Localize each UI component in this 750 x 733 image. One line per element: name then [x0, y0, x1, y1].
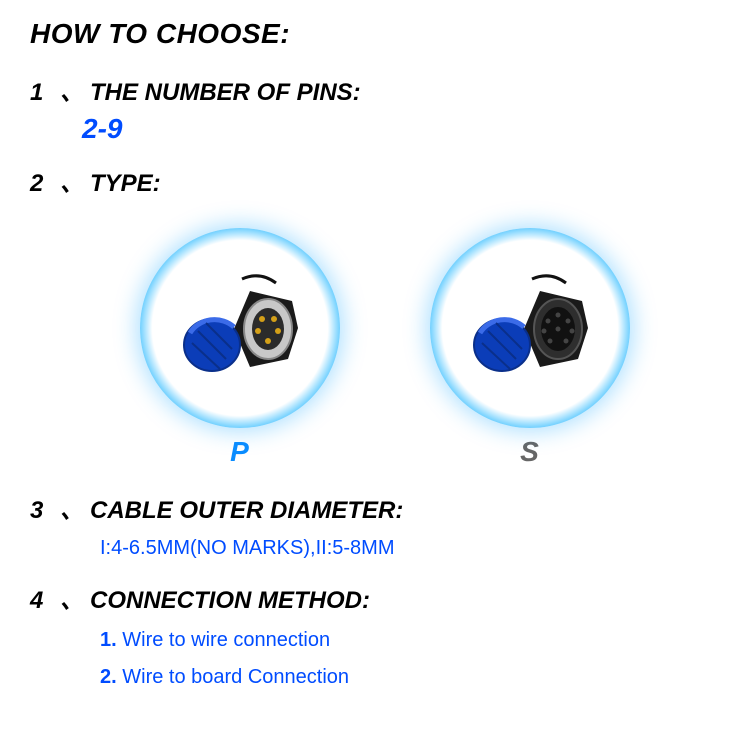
- separator: 、: [60, 490, 84, 525]
- connector-s-icon: [470, 273, 590, 383]
- connection-list: 1. Wire to wire connection 2. Wire to bo…: [100, 629, 720, 689]
- section-connection: 4、CONNECTION METHOD: 1. Wire to wire con…: [30, 580, 720, 689]
- type-image-s: [464, 262, 596, 394]
- type-label: TYPE:: [90, 170, 161, 197]
- type-item-p: P: [140, 228, 340, 468]
- connection-item-2-text: Wire to board Connection: [122, 666, 349, 688]
- section-diameter: 3、CABLE OUTER DIAMETER: I:4-6.5MM(NO MAR…: [30, 490, 720, 560]
- type-number: 2: [30, 170, 58, 198]
- type-item-s: S: [430, 228, 630, 468]
- pins-label: THE NUMBER OF PINS:: [90, 79, 361, 106]
- connection-item-1-text: Wire to wire connection: [122, 629, 330, 651]
- connector-p-icon: [180, 273, 300, 383]
- connection-item-1: 1. Wire to wire connection: [100, 629, 720, 652]
- type-ring: [140, 228, 340, 428]
- pins-value: 2-9: [82, 113, 720, 145]
- type-ring: [430, 228, 630, 428]
- type-code-s: S: [520, 436, 540, 468]
- connection-item-1-num: 1.: [100, 629, 117, 651]
- pins-number: 1: [30, 79, 58, 107]
- section-type: 2、TYPE:: [30, 163, 720, 468]
- connection-item-2: 2. Wire to board Connection: [100, 666, 720, 689]
- page-title: HOW TO CHOOSE:: [30, 18, 720, 50]
- separator: 、: [60, 163, 84, 198]
- connection-item-2-num: 2.: [100, 666, 117, 688]
- type-image-p: [174, 262, 306, 394]
- separator: 、: [60, 72, 84, 107]
- diameter-value: I:4-6.5MM(NO MARKS),II:5-8MM: [100, 537, 720, 560]
- diameter-number: 3: [30, 497, 58, 525]
- diameter-label: CABLE OUTER DIAMETER:: [90, 497, 403, 524]
- connection-label: CONNECTION METHOD:: [90, 587, 370, 614]
- separator: 、: [60, 580, 84, 615]
- type-options: P: [140, 228, 720, 468]
- type-code-p: P: [230, 436, 250, 468]
- connection-number: 4: [30, 587, 58, 615]
- section-pins: 1、THE NUMBER OF PINS: 2-9: [30, 72, 720, 145]
